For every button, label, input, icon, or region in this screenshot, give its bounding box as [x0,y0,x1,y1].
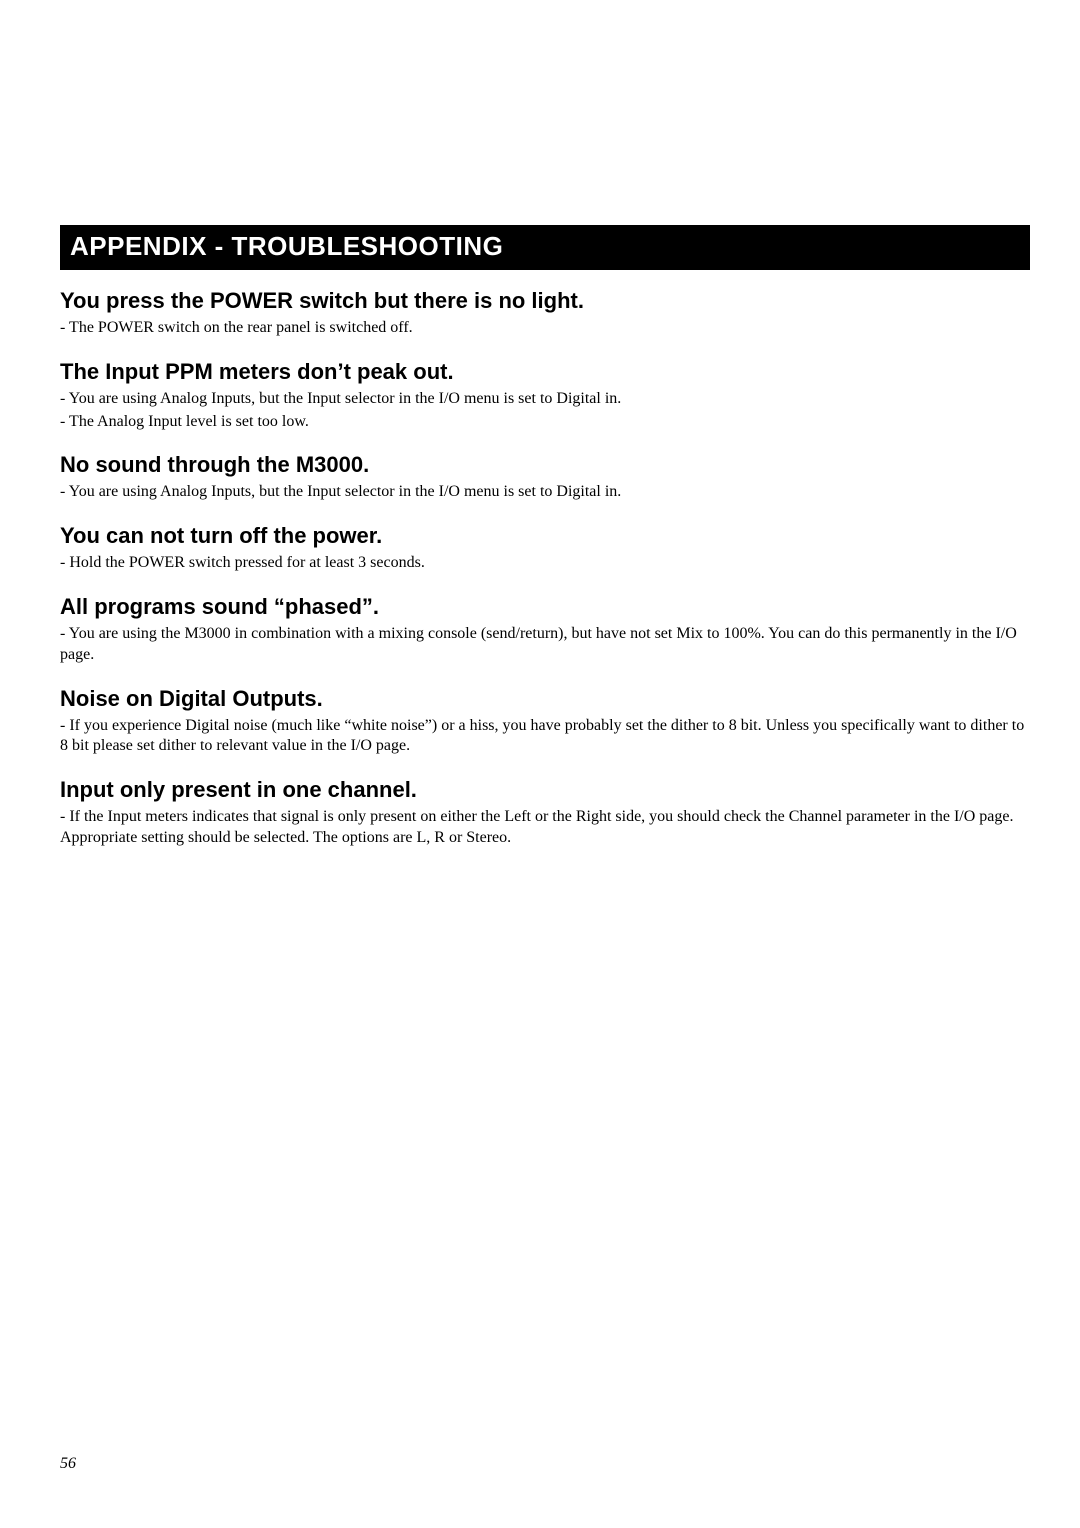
section-heading: No sound through the M3000. [60,452,1030,478]
section-item: - You are using the M3000 in combination… [60,624,1030,666]
section-heading: Input only present in one channel. [60,777,1030,803]
page-number: 56 [60,1455,76,1473]
section-item: - If the Input meters indicates that sig… [60,807,1030,849]
section-heading: You can not turn off the power. [60,523,1030,549]
section-item: - You are using Analog Inputs, but the I… [60,482,1030,503]
section-item: - Hold the POWER switch pressed for at l… [60,553,1030,574]
section-heading: All programs sound “phased”. [60,594,1030,620]
section-heading: You press the POWER switch but there is … [60,288,1030,314]
section-heading: The Input PPM meters don’t peak out. [60,359,1030,385]
section-item: - You are using Analog Inputs, but the I… [60,389,1030,410]
section-heading: Noise on Digital Outputs. [60,686,1030,712]
document-page: APPENDIX - TROUBLESHOOTING You press the… [0,0,1080,1528]
appendix-title-bar: APPENDIX - TROUBLESHOOTING [60,225,1030,270]
section-item: - If you experience Digital noise (much … [60,716,1030,758]
section-item: - The Analog Input level is set too low. [60,412,1030,433]
section-item: - The POWER switch on the rear panel is … [60,318,1030,339]
